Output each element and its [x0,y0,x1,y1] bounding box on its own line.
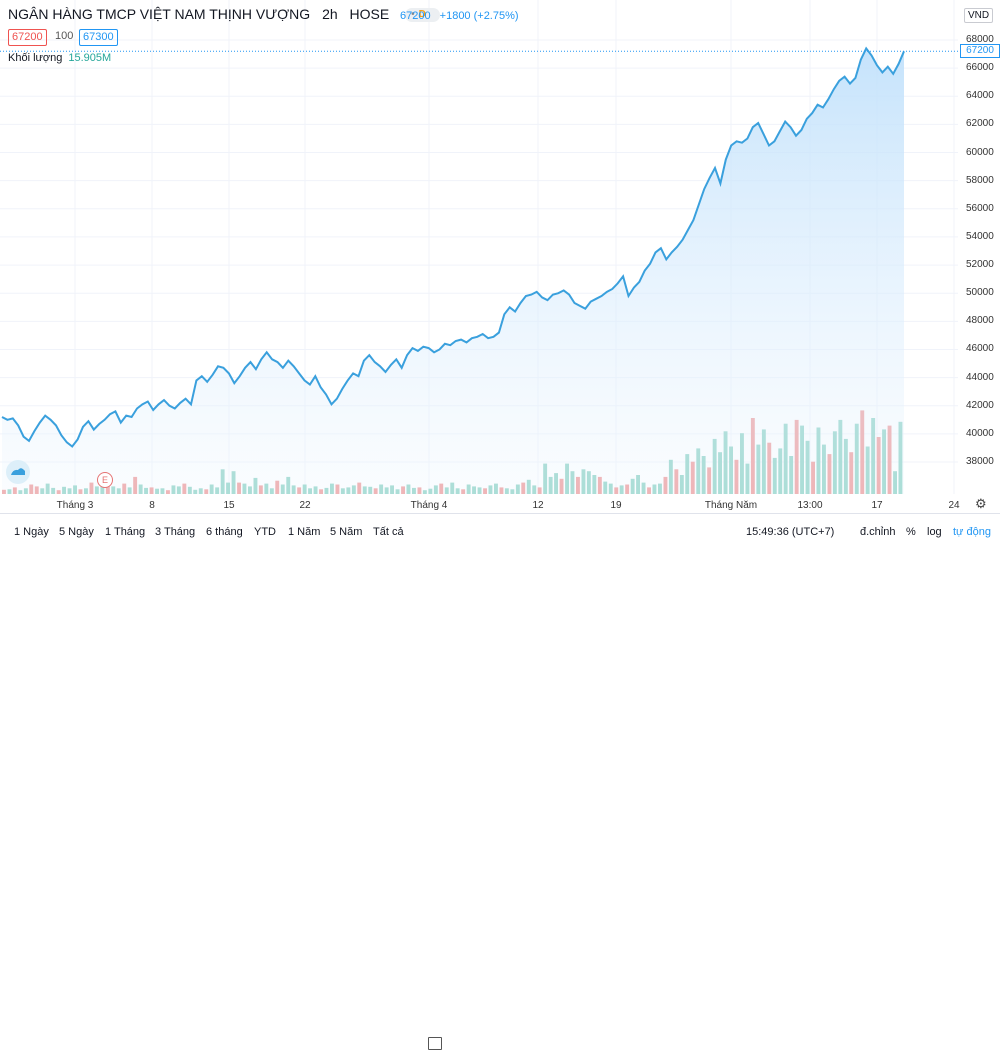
symbol-header: NGÂN HÀNG TMCP VIỆT NAM THỊNH VƯỢNG 2h H… [8,6,448,22]
price-tick-label: 54000 [966,230,994,242]
price-chart[interactable] [0,0,958,494]
calendar-icon[interactable] [428,1037,442,1050]
volume-label: Khối lượng [8,52,63,64]
price-tick-label: 46000 [966,343,994,355]
price-tick-label: 42000 [966,399,994,411]
spread-value: 100 [55,30,74,42]
range-button[interactable]: 5 Ngày [59,526,94,538]
price-tick-label: 50000 [966,287,994,299]
range-button[interactable]: 1 Ngày [14,526,49,538]
price-tick-label: 48000 [966,315,994,327]
currency-button[interactable]: VND [964,8,994,23]
bottom-toolbar: 1 Ngày 5 Ngày 1 Tháng 3 Tháng 6 tháng YTD 1 Nă… [0,513,1000,1050]
log-toggle[interactable]: log [927,526,942,538]
settings-gear-icon[interactable]: ⚙ [975,496,987,511]
interval-label[interactable]: 2h [322,6,338,22]
time-tick-label: 24 [948,500,960,511]
last-price: 67200 [400,10,431,22]
volume-value: 15.905M [68,52,112,64]
symbol-name: NGÂN HÀNG TMCP VIỆT NAM THỊNH VƯỢNG [8,6,311,22]
ask-price-box[interactable]: 67300 [79,29,118,46]
price-tick-label: 56000 [966,202,994,214]
price-tick-label: 40000 [966,427,994,439]
adjust-toggle[interactable]: đ.chỉnh [860,526,896,538]
time-tick-label: Tháng Năm [704,500,758,511]
current-price-marker: 67200 [960,44,1000,59]
range-button[interactable]: Tất cả [373,526,404,538]
range-button[interactable]: 3 Tháng [155,526,196,538]
clock-time: 15:49:36 (UTC+7) [746,526,835,538]
percent-toggle[interactable]: % [906,526,916,538]
time-tick-label: Tháng 3 [56,500,94,511]
chart-canvas [0,0,958,494]
quote-line: 67200 +1800 (+2.75%) [400,10,519,22]
price-area [2,48,904,494]
range-button[interactable]: 1 Năm [288,526,321,538]
price-tick-label: 44000 [966,371,994,383]
time-tick-label: 17 [871,500,883,511]
price-tick-label: 52000 [966,259,994,271]
price-tick-label: 38000 [966,456,994,467]
price-tick-label: 64000 [966,90,994,102]
price-tick-label: 60000 [966,146,994,158]
auto-scale-toggle[interactable]: tự động [953,526,991,538]
price-tick-label: 68000 [966,34,994,45]
range-button[interactable]: 1 Tháng [105,526,146,538]
tradingview-logo-icon[interactable] [6,460,30,484]
time-tick-label: 13:00 [797,500,823,511]
time-tick-label: Tháng 4 [410,500,448,511]
price-tick-label: 58000 [966,174,994,186]
price-tick-label: 62000 [966,118,994,130]
events-icon[interactable]: E [97,472,113,488]
time-tick-label: 19 [610,500,622,511]
range-button[interactable]: YTD [254,526,276,538]
range-button[interactable]: 5 Năm [330,526,363,538]
bid-price-box[interactable]: 67200 [8,29,47,46]
exchange-label: HOSE [349,6,390,22]
price-axis[interactable]: 67200 68000 66000 64000 62000 60000 58000 5600… [958,0,1000,494]
price-line [1,46,905,448]
volume-legend: Khối lượng 15.905M [8,52,111,64]
time-tick-label: 12 [532,500,544,511]
price-change: +1800 (+2.75%) [439,10,519,22]
price-tick-label: 66000 [966,62,994,74]
market-status-badge: • D [405,8,440,22]
range-button[interactable]: 6 tháng [206,526,243,538]
time-tick-label: 15 [223,500,235,511]
time-tick-label: 22 [299,500,311,511]
time-tick-label: 8 [149,500,155,511]
